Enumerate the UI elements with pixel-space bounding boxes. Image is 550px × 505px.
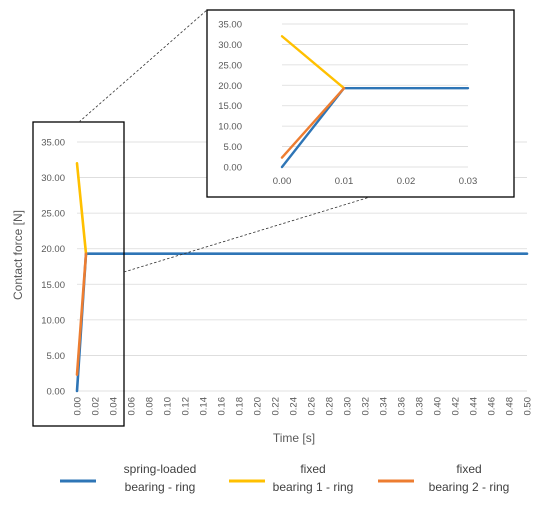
main-gridlines [77, 141, 527, 392]
y-tick-label: 25.00 [41, 209, 65, 220]
x-tick-label: 0.12 [180, 397, 191, 416]
inset-x-tick-labels: 0.00 0.01 0.02 0.03 [273, 176, 478, 187]
zoom-region-box [32, 121, 125, 427]
legend-label-line2: bearing - ring [125, 480, 196, 494]
y-tick-label: 30.00 [41, 173, 65, 184]
y-tick-label: 5.00 [224, 142, 243, 153]
y-tick-label: 25.00 [218, 60, 242, 71]
x-tick-label: 0.01 [335, 176, 354, 187]
x-tick-label: 0.02 [397, 176, 416, 187]
y-tick-label: 15.00 [218, 101, 242, 112]
series-line-fixed1 [75, 162, 88, 255]
series-line-spring [75, 252, 529, 393]
y-tick-label: 35.00 [41, 138, 65, 149]
x-tick-label: 0.24 [288, 397, 299, 416]
x-tick-label: 0.30 [342, 397, 353, 416]
x-tick-label: 0.04 [108, 397, 119, 416]
y-tick-label: 35.00 [218, 20, 242, 31]
legend: spring-loaded bearing - ring fixed beari… [60, 462, 509, 494]
main-y-tick-labels: 0.00 5.00 10.00 15.00 20.00 25.00 30.00 35.00 [41, 138, 65, 398]
x-tick-label: 0.06 [126, 397, 137, 416]
x-tick-label: 0.32 [360, 397, 371, 416]
x-tick-label: 0.40 [432, 397, 443, 416]
y-tick-label: 0.00 [47, 387, 66, 398]
zoom-connector-top [78, 9, 208, 123]
x-tick-label: 0.20 [252, 397, 263, 416]
x-tick-label: 0.18 [234, 397, 245, 416]
x-tick-label: 0.16 [216, 397, 227, 416]
x-tick-label: 0.14 [198, 397, 209, 416]
main-series-lines [75, 162, 529, 393]
inset-y-tick-labels: 0.00 5.00 10.00 15.00 20.00 25.00 30.00 35.00 [218, 20, 242, 174]
x-tick-label: 0.38 [414, 397, 425, 416]
inset-series-lines [280, 35, 470, 169]
x-tick-label: 0.34 [378, 397, 389, 416]
y-tick-label: 20.00 [41, 244, 65, 255]
x-tick-label: 0.46 [486, 397, 497, 416]
y-tick-label: 15.00 [41, 280, 65, 291]
x-tick-label: 0.22 [270, 397, 281, 416]
x-tick-label: 0.36 [396, 397, 407, 416]
x-tick-label: 0.50 [522, 397, 533, 416]
legend-label-line1: spring-loaded [124, 462, 197, 476]
inset-gridlines [282, 23, 468, 168]
x-tick-label: 0.26 [306, 397, 317, 416]
legend-item-fixed-1: fixed bearing 1 - ring [229, 462, 353, 494]
y-tick-label: 20.00 [218, 81, 242, 92]
y-tick-label: 30.00 [218, 40, 242, 51]
x-tick-label: 0.42 [450, 397, 461, 416]
legend-item-spring-loaded: spring-loaded bearing - ring [60, 462, 196, 494]
y-axis-label: Contact force [N] [11, 210, 25, 300]
series-line-fixed2 [75, 252, 88, 376]
x-tick-label: 0.00 [273, 176, 292, 187]
zoom-connector-bottom [123, 196, 371, 273]
x-tick-label: 0.28 [324, 397, 335, 416]
y-tick-label: 0.00 [224, 163, 243, 174]
x-tick-label: 0.08 [144, 397, 155, 416]
y-tick-label: 5.00 [47, 351, 66, 362]
y-tick-label: 10.00 [218, 122, 242, 133]
y-tick-label: 10.00 [41, 315, 65, 326]
main-x-tick-labels: 0.00 0.02 0.04 0.06 0.08 0.10 0.12 0.14 0.16 0.18… [72, 397, 533, 416]
legend-label-line2: bearing 1 - ring [273, 480, 354, 494]
x-tick-label: 0.44 [468, 397, 479, 416]
legend-label-line2: bearing 2 - ring [429, 480, 510, 494]
x-tick-label: 0.00 [72, 397, 83, 416]
legend-label-line1: fixed [300, 462, 325, 476]
x-tick-label: 0.02 [90, 397, 101, 416]
inset-chart: 0.00 5.00 10.00 15.00 20.00 25.00 30.00 35.00 0… [206, 9, 515, 198]
x-axis-label: Time [s] [273, 431, 315, 445]
series-line-fixed1 [280, 35, 346, 90]
inset-frame [206, 9, 515, 198]
x-tick-label: 0.10 [162, 397, 173, 416]
series-line-fixed2 [280, 86, 346, 159]
x-tick-label: 0.48 [504, 397, 515, 416]
x-tick-label: 0.03 [459, 176, 478, 187]
legend-label-line1: fixed [456, 462, 481, 476]
legend-item-fixed-2: fixed bearing 2 - ring [378, 462, 509, 494]
